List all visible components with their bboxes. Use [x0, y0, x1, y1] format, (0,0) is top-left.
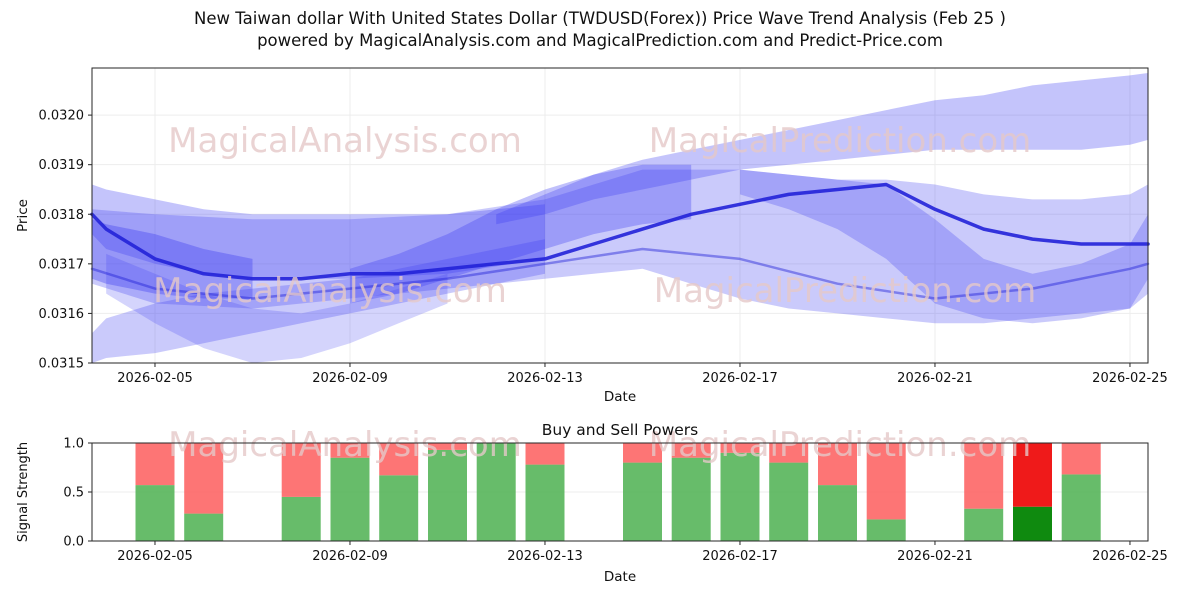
- sell-bar-segment: [866, 443, 906, 520]
- chart-title-line1: New Taiwan dollar With United States Dol…: [194, 9, 1006, 28]
- wave-band-upper-fan: [496, 73, 1148, 225]
- wave-band-left-top-band: [92, 184, 545, 279]
- y-tick-label: 0.5: [63, 486, 84, 501]
- signal-strength-axis-label: Signal Strength: [16, 442, 31, 542]
- x-tick-label: 2026-02-17: [702, 371, 778, 386]
- sell-bar-segment: [428, 443, 467, 450]
- x-tick-label: 2026-02-17: [702, 549, 778, 564]
- sell-bar-segment: [379, 443, 419, 476]
- x-tick-label: 2026-02-25: [1092, 371, 1168, 386]
- trend-line-primary-trend: [90, 182, 1150, 281]
- price-plot-border: [91, 67, 1149, 364]
- sell-bar-segment: [1061, 443, 1101, 475]
- wave-band-left-dip-band: [106, 253, 448, 363]
- y-tick-label: 0.0320: [39, 109, 85, 124]
- buy-bar-segment: [769, 462, 809, 541]
- sell-bar-segment: [330, 443, 370, 458]
- x-tick-label: 2026-02-13: [507, 549, 583, 564]
- sell-bar-segment: [525, 443, 565, 465]
- buy-bar-segment: [671, 457, 711, 541]
- x-tick-label: 2026-02-13: [507, 371, 583, 386]
- wave-band-left-knot-band: [92, 219, 253, 299]
- sell-bar-segment: [964, 443, 1004, 509]
- x-tick-label: 2026-02-25: [1092, 549, 1168, 564]
- y-tick-label: 0.0318: [39, 208, 85, 223]
- y-tick-label: 1.0: [63, 437, 84, 452]
- wave-band-right-cross-band: [740, 169, 1148, 324]
- x-tick-label: 2026-02-05: [117, 549, 193, 564]
- buy-bar-segment: [818, 485, 857, 541]
- x-tick-label: 2026-02-21: [897, 549, 973, 564]
- sell-bar-segment: [281, 443, 321, 497]
- chart-title-line2: powered by MagicalAnalysis.com and Magic…: [257, 30, 943, 50]
- x-tick-label: 2026-02-09: [312, 549, 388, 564]
- buy-bar-segment: [428, 449, 467, 541]
- buy-bar-segment: [135, 485, 175, 541]
- y-tick-label: 0.0317: [39, 257, 85, 272]
- buy-bar-segment: [964, 508, 1004, 541]
- buy-bar-segment: [1013, 506, 1052, 541]
- buy-bar-segment: [476, 443, 516, 541]
- watermark-text: MagicalAnalysis.com: [168, 425, 522, 465]
- y-tick-label: 0.0315: [39, 357, 85, 372]
- watermark-text: MagicalPrediction.com: [649, 121, 1032, 161]
- date-axis-label-bottom: Date: [604, 569, 636, 585]
- x-tick-label: 2026-02-21: [897, 371, 973, 386]
- sell-bar-segment: [818, 443, 857, 486]
- buy-bar-segment: [330, 457, 370, 541]
- chart-title: New Taiwan dollar With United States Dol…: [0, 8, 1200, 52]
- watermark-text: MagicalAnalysis.com: [153, 271, 507, 311]
- watermark-text: MagicalPrediction.com: [654, 271, 1037, 311]
- date-axis-label-top: Date: [604, 389, 636, 405]
- sell-bar-segment: [184, 443, 224, 514]
- sell-bar-segment: [671, 443, 711, 458]
- watermark-text: MagicalAnalysis.com: [168, 121, 522, 161]
- buy-bar-segment: [720, 452, 760, 541]
- y-tick-label: 0.0: [63, 535, 84, 550]
- buy-bar-segment: [379, 475, 419, 541]
- sell-bar-segment: [769, 443, 809, 463]
- price-axis-label: Price: [15, 199, 31, 232]
- buy-bar-segment: [1061, 474, 1101, 541]
- sell-bar-segment: [623, 443, 662, 463]
- sell-bar-segment: [135, 443, 175, 486]
- buy-bar-segment: [623, 462, 662, 541]
- buy-bar-segment: [866, 519, 906, 541]
- y-tick-label: 0.0316: [39, 307, 85, 322]
- x-tick-label: 2026-02-05: [117, 371, 193, 386]
- watermark-text: MagicalPrediction.com: [649, 425, 1032, 465]
- sell-bar-segment: [720, 443, 760, 453]
- buy-bar-segment: [525, 464, 565, 541]
- x-tick-label: 2026-02-09: [312, 371, 388, 386]
- power-chart-title: Buy and Sell Powers: [542, 421, 699, 439]
- wave-band-main-band: [92, 169, 1148, 324]
- buy-bar-segment: [281, 496, 321, 541]
- sell-bar-segment: [1013, 443, 1052, 507]
- y-tick-label: 0.0319: [39, 158, 85, 173]
- trend-line-secondary-trend: [90, 247, 1150, 300]
- buy-bar-segment: [184, 513, 224, 541]
